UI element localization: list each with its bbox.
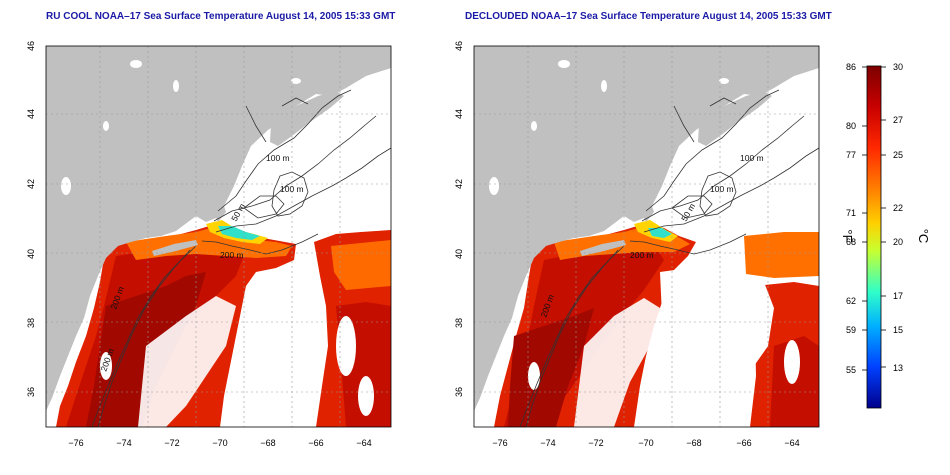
y-tick-label: 44 [454,109,464,119]
map-panel-left: 100 m 100 m 50 m 200 m 200 m 200 m −76 −… [26,41,392,448]
colorbar-c-tick: 13 [893,363,903,373]
map-panel-right: 100 m 100 m 50 m 200 m 200 m −76 −74 −72… [454,41,820,448]
contour-label: 100 m [266,153,290,163]
x-tick-label: −72 [164,438,179,448]
x-tick-label: −68 [260,438,275,448]
colorbar-f-tick: 80 [846,121,856,131]
x-tick-label: −74 [540,438,555,448]
panel-title-right: DECLOUDED NOAA–17 Sea Surface Temperatur… [465,11,832,22]
y-tick-label: 46 [26,41,36,51]
y-tick-label: 46 [454,41,464,51]
y-tick-label: 36 [454,387,464,397]
colorbar-f-tick: 62 [846,296,856,306]
x-tick-label: −68 [686,438,701,448]
colorbar-c-tick: 15 [893,325,903,335]
y-tick-label: 40 [454,249,464,259]
colorbar-c-tick: 27 [893,115,903,125]
colorbar-f-tick: 68 [846,237,856,247]
y-tick-label: 38 [454,318,464,328]
colorbar-f-tick: 86 [846,62,856,72]
y-tick-label: 38 [26,318,36,328]
colorbar-f-tick: 59 [846,325,856,335]
contour-label: 200 m [630,250,654,260]
x-tick-label: −64 [784,438,799,448]
x-tick-label: −70 [638,438,653,448]
panel-title-left: RU COOL NOAA–17 Sea Surface Temperature … [46,11,396,22]
contour-label: 100 m [710,184,734,194]
x-tick-label: −72 [588,438,603,448]
y-tick-label: 44 [26,109,36,119]
y-tick-label: 42 [26,179,36,189]
y-tick-label: 42 [454,179,464,189]
x-tick-label: −66 [736,438,751,448]
contour-label: 200 m [220,250,244,260]
y-tick-label: 40 [26,249,36,259]
colorbar-f-tick: 77 [846,150,856,160]
colorbar-c-tick: 22 [893,203,903,213]
y-tick-label: 36 [26,387,36,397]
colorbar-c-tick: 30 [893,62,903,72]
x-tick-label: −64 [356,438,371,448]
contour-label: 100 m [740,153,764,163]
fahrenheit-axis-label: °F [840,229,855,242]
colorbar-f-tick: 71 [846,208,856,218]
colorbar-c-tick: 17 [893,291,903,301]
x-tick-label: −66 [308,438,323,448]
contour-label: 100 m [280,184,304,194]
colorbar-c-tick: 20 [893,237,903,247]
x-tick-label: −76 [492,438,507,448]
x-tick-label: −76 [68,438,83,448]
colorbar-f-tick: 55 [846,365,856,375]
colorbar-c-tick: 25 [893,150,903,160]
colorbar-gradient [866,65,882,409]
x-tick-label: −70 [212,438,227,448]
x-tick-label: −74 [116,438,131,448]
celsius-axis-label: °C [916,229,931,244]
colorbar: 86 80 77 71 68 62 59 55 30 27 25 22 20 1… [840,62,931,409]
